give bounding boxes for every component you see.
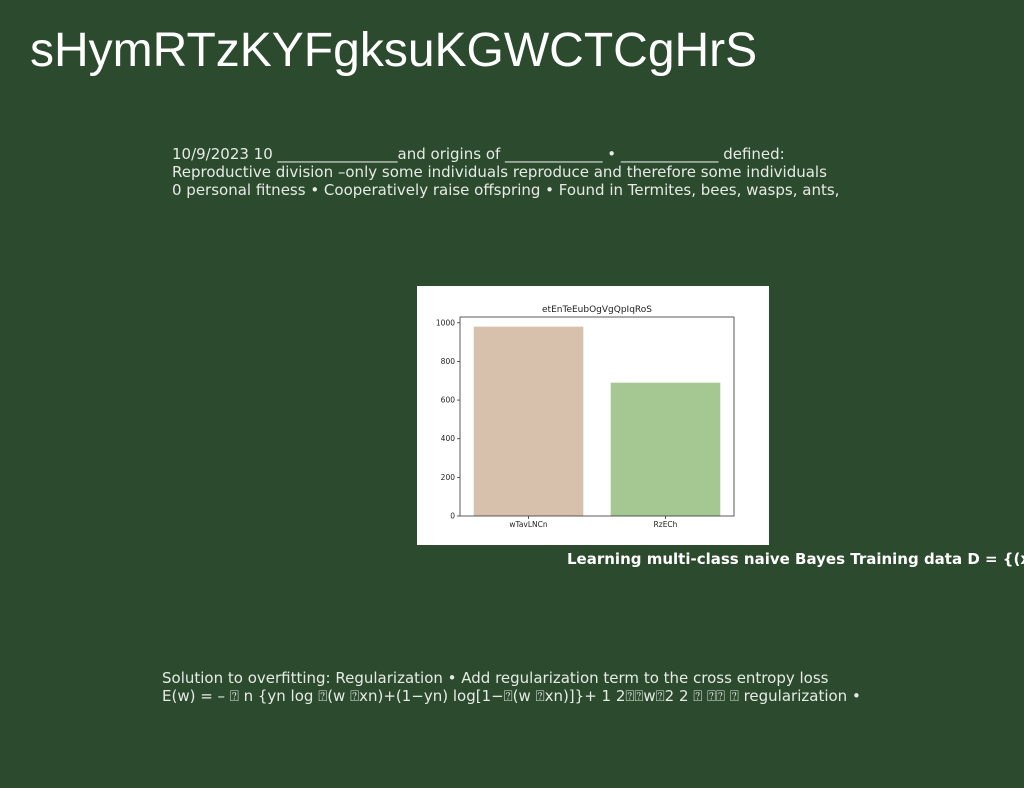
slide-title: sHymRTzKYFgksuKGWCTCgHrS: [30, 24, 758, 77]
y-tick-label: 0: [450, 512, 455, 521]
paragraph-line: E(w) = – ⍰ n {yn log ⍰(w ⍰xn)+(1−yn) log…: [162, 687, 861, 705]
plot-frame: [459, 316, 735, 517]
y-tick-label: 600: [441, 396, 456, 405]
y-tick-label: 1000: [436, 318, 455, 327]
x-tick-label: RzECh: [654, 520, 678, 529]
x-tick-label: wTavLNCn: [509, 520, 548, 529]
chart-title: etEnTeEubOgVgQpIqRoS: [542, 305, 652, 315]
paragraph-line: 0 personal fitness • Cooperatively raise…: [172, 181, 840, 199]
bar: [473, 326, 584, 516]
paragraph-line: Reproductive division –only some individ…: [172, 163, 827, 181]
paragraph-termites: 10/9/2023 10 ________________and origins…: [172, 145, 839, 199]
y-tick-label: 400: [441, 434, 456, 443]
y-tick-label: 200: [441, 473, 456, 482]
paragraph-line: Solution to overfitting: Regularization …: [162, 669, 829, 687]
bar-chart-svg: wTavLNCn RzECh 0 200 400 600 800 1000 etEnTeEubO…: [436, 305, 735, 529]
paragraph-line: 10/9/2023 10 ________________and origins…: [172, 145, 785, 163]
bar: [610, 382, 721, 516]
bar-chart: wTavLNCn RzECh 0 200 400 600 800 1000 etEnTeEubO…: [417, 286, 769, 545]
paragraph-regularization: Solution to overfitting: Regularization …: [162, 669, 861, 705]
y-tick-label: 800: [441, 357, 456, 366]
naive-bayes-heading: Learning multi-class naive Bayes Trainin…: [567, 550, 1024, 568]
